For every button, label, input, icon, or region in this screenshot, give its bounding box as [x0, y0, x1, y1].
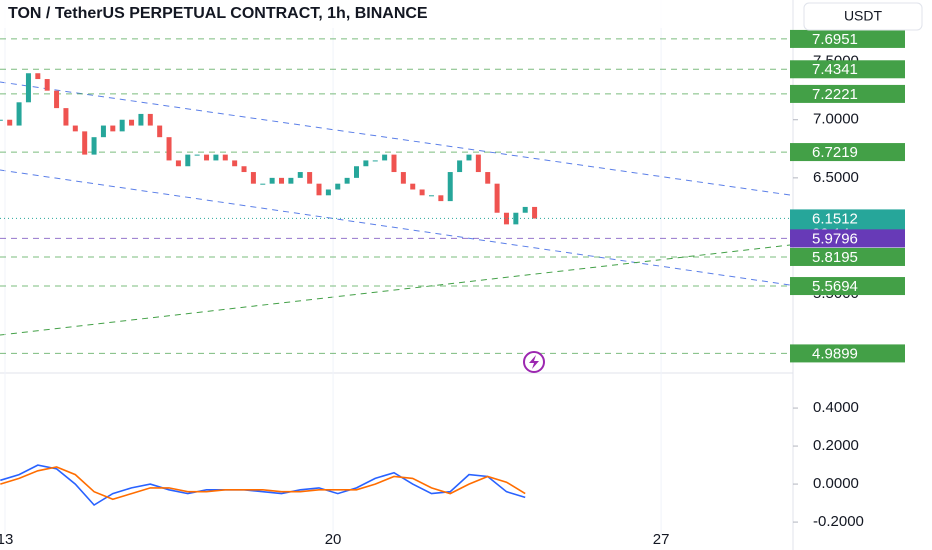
candle [288, 177, 294, 184]
candle [138, 113, 144, 126]
candle [72, 125, 78, 132]
candle [129, 119, 135, 126]
candle [250, 172, 256, 184]
candle [54, 90, 60, 109]
y-tick-label: -0.2000 [813, 513, 864, 530]
candle [457, 160, 463, 173]
y-tick-label: 6.5000 [813, 169, 859, 186]
level-label: 7.6951 [812, 31, 858, 48]
candle [35, 73, 41, 80]
level-box [790, 277, 905, 296]
candle [447, 172, 453, 202]
y-tick-label: 7.0000 [813, 111, 859, 128]
level-label: 5.5694 [812, 278, 858, 295]
candle [400, 172, 406, 184]
currency-label: USDT [844, 8, 883, 24]
candle [438, 195, 444, 202]
macd-line [0, 464, 526, 507]
candle [25, 73, 31, 103]
level-label: 5.9796 [812, 230, 858, 247]
candle [260, 183, 266, 185]
macd-line [0, 466, 526, 501]
candle [325, 189, 331, 196]
candle [175, 160, 181, 167]
candle [307, 172, 313, 184]
level-label: 6.7219 [812, 144, 858, 161]
trend-line [0, 169, 791, 286]
candle [522, 206, 528, 213]
candle [147, 113, 153, 126]
candle [82, 131, 88, 155]
candle [494, 183, 500, 213]
candle [344, 177, 350, 184]
level-box [790, 84, 905, 103]
candle [194, 154, 200, 156]
level-box [790, 229, 905, 248]
candle [354, 166, 360, 178]
candle [410, 183, 416, 190]
level-label: 5.8195 [812, 249, 858, 266]
candle [372, 160, 378, 162]
candle [44, 79, 50, 91]
candle [166, 137, 172, 161]
candle [466, 154, 472, 161]
candle [0, 119, 3, 121]
level-box [790, 344, 905, 363]
x-tick-label: 27 [653, 531, 670, 548]
candle [7, 119, 13, 126]
candle [269, 177, 275, 184]
candle [241, 166, 247, 173]
currency-button[interactable] [803, 2, 923, 31]
level-label: 7.2221 [812, 86, 858, 103]
x-tick-label: 13 [0, 531, 13, 548]
candle [185, 154, 191, 167]
chart-title: TON / TetherUS PERPETUAL CONTRACT, 1h, B… [8, 5, 428, 22]
current-price-label: 6.1512 [812, 210, 858, 227]
candle [91, 137, 97, 155]
candle [382, 154, 388, 161]
y-tick-label: 0.2000 [813, 437, 859, 454]
candle [503, 212, 509, 225]
candle [119, 119, 125, 132]
candle [316, 183, 322, 196]
candle [157, 125, 163, 138]
x-tick-label: 20 [325, 531, 342, 548]
candle [391, 154, 397, 173]
level-box [790, 60, 905, 79]
candle [110, 125, 116, 132]
trend-line [0, 244, 791, 336]
candle [204, 154, 210, 161]
alert-bolt [529, 355, 539, 369]
y-tick-label: 0.4000 [813, 399, 859, 416]
price-pane: 1320277.50007.00006.50005.50000.40000.20… [0, 0, 905, 548]
trend-line [0, 81, 791, 196]
candle [16, 102, 22, 126]
candle [222, 154, 228, 161]
candle [513, 212, 519, 225]
candle [363, 160, 369, 167]
level-box [790, 143, 905, 162]
level-box [790, 29, 905, 48]
candle [428, 195, 434, 197]
candle [335, 183, 341, 190]
candle [63, 108, 69, 126]
candle [475, 154, 481, 173]
candle [532, 206, 538, 219]
candle [297, 172, 303, 178]
candle [232, 160, 238, 167]
y-tick-label: 0.0000 [813, 475, 859, 492]
candle [279, 177, 285, 184]
level-label: 4.9899 [812, 345, 858, 362]
level-box [790, 247, 905, 266]
candle [100, 125, 106, 138]
candle [485, 172, 491, 184]
title-bg [0, 0, 760, 28]
level-label: 7.4341 [812, 61, 858, 78]
candle [419, 189, 425, 196]
candle [213, 154, 219, 161]
